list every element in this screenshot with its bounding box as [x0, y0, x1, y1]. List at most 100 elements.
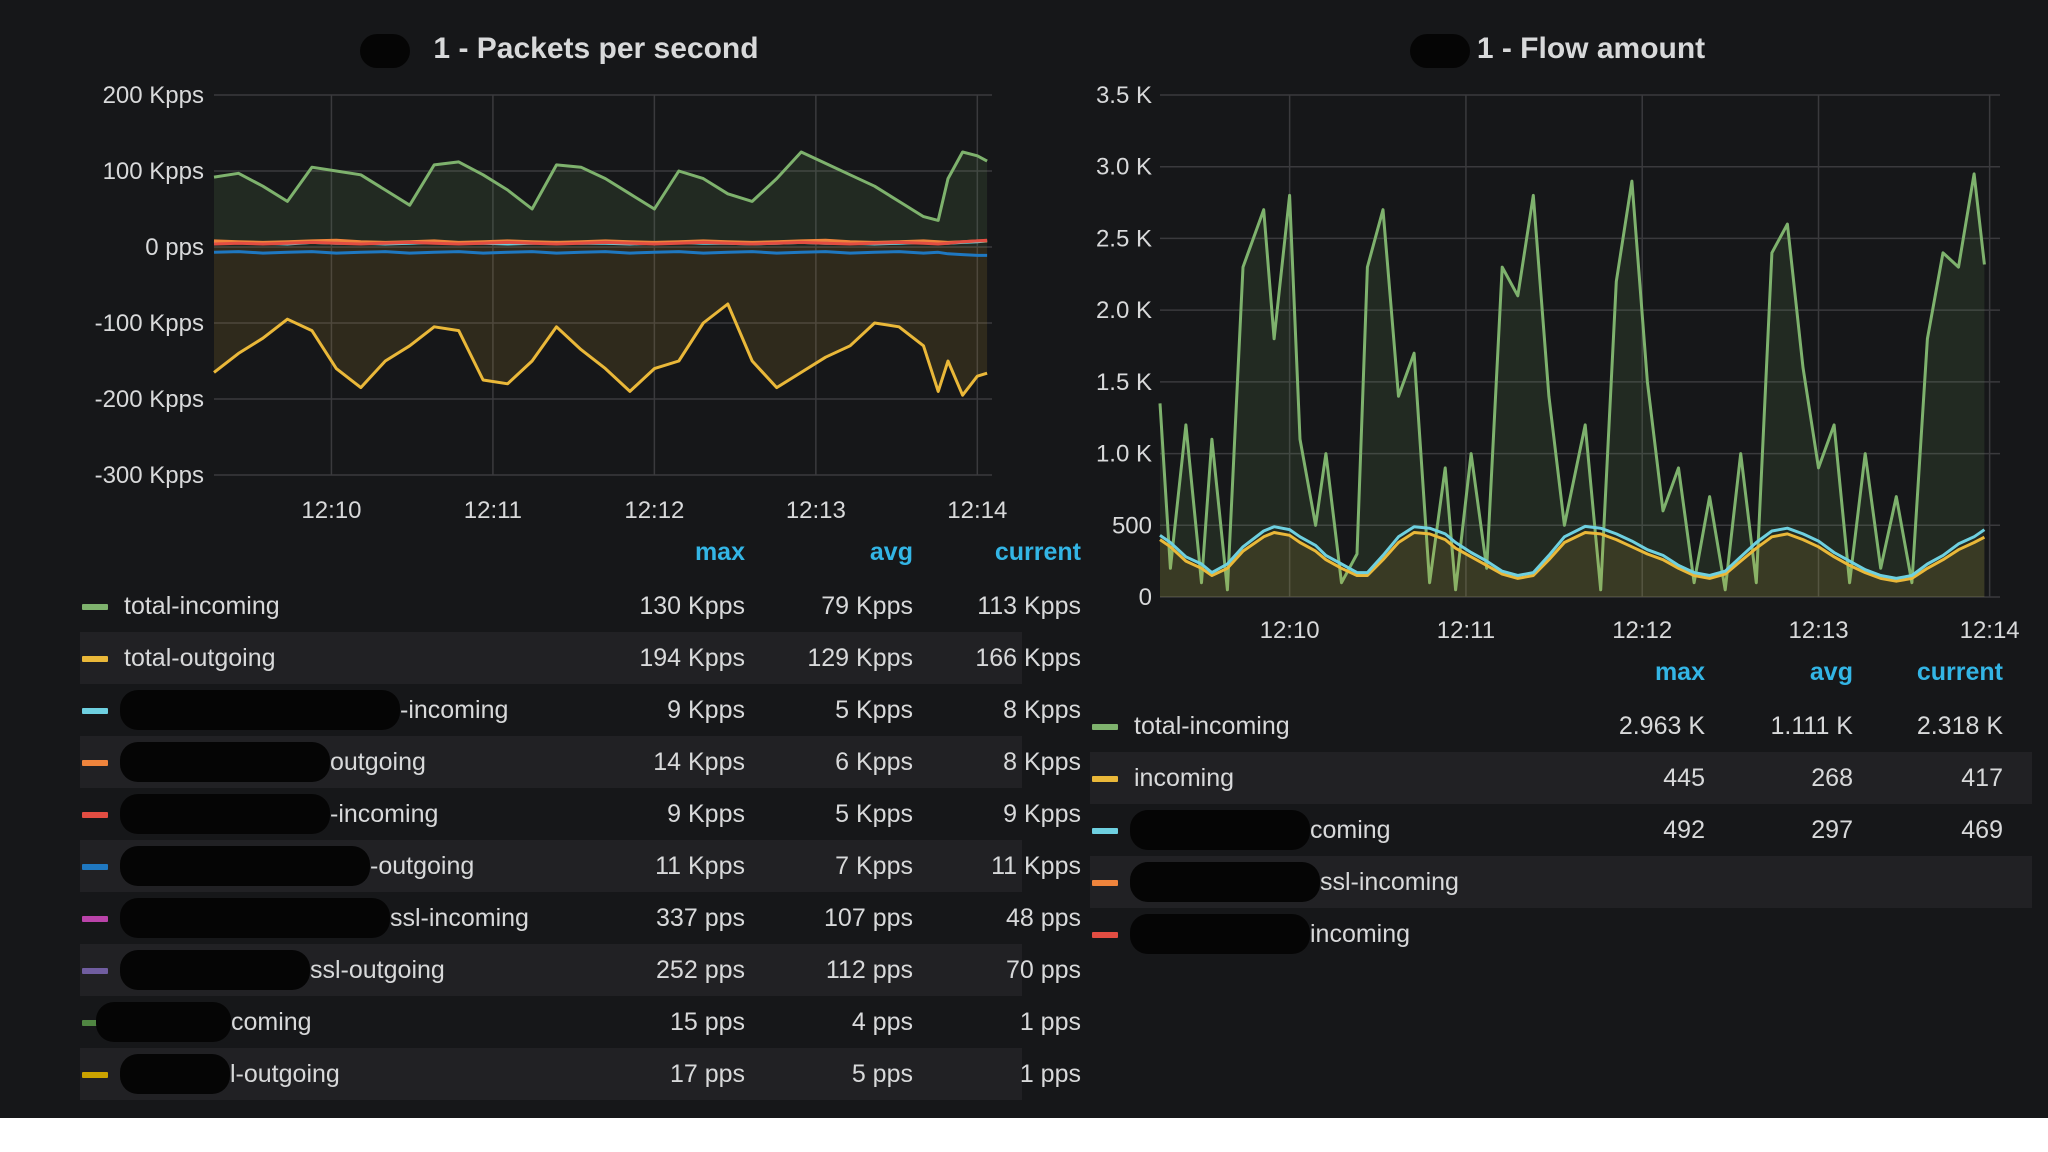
- legend-max-value: 445: [1663, 764, 1705, 792]
- header-current[interactable]: current: [1916, 658, 2003, 686]
- left-panel-title: 1 - Packets per second: [360, 32, 780, 68]
- y-tick-label: -300 Kpps: [95, 462, 204, 489]
- legend-swatch[interactable]: [82, 1020, 108, 1026]
- legend-row[interactable]: total-incoming 2.963 K 1.111 K 2.318 K: [1090, 700, 2032, 752]
- series-area-0: [214, 152, 988, 247]
- redacted-block: [120, 690, 400, 730]
- legend-avg-value: 297: [1811, 816, 1853, 844]
- legend-swatch[interactable]: [82, 1072, 108, 1078]
- right-panel-title: 1 - Flow amount: [1410, 32, 1710, 68]
- right-legend: max avg current total-incoming 2.963 K 1.1…: [1090, 648, 2032, 960]
- y-tick-label: 100 Kpps: [103, 158, 204, 185]
- header-max[interactable]: max: [694, 538, 745, 566]
- legend-row[interactable]: coming 15 pps 4 pps 1 pps: [80, 996, 1081, 1048]
- legend-swatch[interactable]: [82, 916, 108, 922]
- legend-series-name[interactable]: ssl-incoming: [1320, 868, 1459, 896]
- series-line-1[interactable]: [1159, 531, 1986, 583]
- legend-series-name[interactable]: total-incoming: [124, 592, 280, 620]
- legend-series-name[interactable]: total-incoming: [1134, 712, 1290, 740]
- legend-series-name[interactable]: -incoming: [400, 696, 509, 724]
- redacted-block: [120, 898, 390, 938]
- legend-current-value: 113 Kpps: [977, 592, 1081, 620]
- legend-row[interactable]: -incoming 9 Kpps 5 Kpps 9 Kpps: [80, 788, 1081, 840]
- redacted-block: [120, 742, 330, 782]
- legend-swatch[interactable]: [82, 760, 108, 766]
- legend-swatch[interactable]: [1092, 932, 1118, 938]
- legend-row[interactable]: ssl-outgoing 252 pps 112 pps 70 pps: [80, 944, 1081, 996]
- header-current[interactable]: current: [994, 538, 1081, 566]
- legend-swatch[interactable]: [1092, 828, 1118, 834]
- y-tick-label: 200 Kpps: [103, 82, 204, 109]
- legend-series-name[interactable]: -incoming: [330, 800, 439, 828]
- legend-row[interactable]: -outgoing 11 Kpps 7 Kpps 11 Kpps: [80, 840, 1081, 892]
- legend-max-value: 252 pps: [656, 956, 745, 984]
- y-tick-label: 500: [1112, 512, 1152, 539]
- x-tick-label: 12:12: [1612, 617, 1672, 644]
- redacted-block: [120, 846, 370, 886]
- legend-header: max avg current: [1090, 648, 2032, 700]
- legend-avg-value: 1.111 K: [1770, 712, 1853, 740]
- left-legend: max avg current total-incoming 130 Kpps 79…: [80, 528, 1081, 1100]
- series-line-0[interactable]: [213, 150, 988, 222]
- legend-swatch[interactable]: [82, 968, 108, 974]
- legend-series-name[interactable]: incoming: [1310, 920, 1411, 948]
- legend-current-value: 417: [1961, 764, 2003, 792]
- legend-series-name[interactable]: coming: [231, 1008, 312, 1036]
- legend-swatch[interactable]: [1092, 724, 1118, 730]
- legend-series-name[interactable]: ssl-incoming: [390, 904, 529, 932]
- legend-swatch[interactable]: [1092, 776, 1118, 782]
- legend-series-name[interactable]: ssl-outgoing: [310, 956, 445, 984]
- x-tick-label: 12:13: [1788, 617, 1848, 644]
- legend-max-value: 2.963 K: [1618, 712, 1705, 740]
- legend-avg-value: 129 Kpps: [807, 644, 913, 672]
- legend-current-value: 48 pps: [1005, 904, 1081, 932]
- redacted-block: [120, 1054, 230, 1094]
- legend-row[interactable]: total-incoming 130 Kpps 79 Kpps 113 Kpps: [80, 580, 1081, 632]
- header-max[interactable]: max: [1654, 658, 1705, 686]
- legend-series-name[interactable]: total-outgoing: [124, 644, 276, 672]
- legend-current-value: 166 Kpps: [975, 644, 1081, 672]
- legend-swatch[interactable]: [1092, 880, 1118, 886]
- y-tick-label: 2.5 K: [1096, 225, 1152, 252]
- series-line-0[interactable]: [1158, 172, 1986, 592]
- legend-avg-value: 5 pps: [851, 1060, 913, 1088]
- legend-swatch[interactable]: [82, 604, 108, 610]
- x-tick-label: 12:13: [786, 497, 846, 524]
- legend-swatch[interactable]: [82, 656, 108, 662]
- series-line-1[interactable]: [213, 302, 988, 397]
- series-line-5[interactable]: [213, 250, 988, 257]
- legend-max-value: 11 Kpps: [655, 852, 745, 880]
- legend-row[interactable]: incoming 445 268 417: [1090, 752, 2032, 804]
- series-line-2[interactable]: [1159, 524, 1986, 580]
- legend-series-name[interactable]: outgoing: [330, 748, 426, 776]
- legend-row[interactable]: ssl-incoming: [1090, 856, 2032, 908]
- legend-row[interactable]: -incoming 9 Kpps 5 Kpps 8 Kpps: [80, 684, 1081, 736]
- legend-series-name[interactable]: -outgoing: [370, 852, 475, 880]
- legend-max-value: 15 pps: [669, 1008, 745, 1036]
- series-area-1: [1160, 532, 1985, 597]
- y-tick-label: 0 pps: [145, 234, 204, 261]
- legend-series-name[interactable]: coming: [1310, 816, 1391, 844]
- legend-max-value: 9 Kpps: [667, 800, 745, 828]
- legend-series-name[interactable]: l-outgoing: [230, 1060, 340, 1088]
- header-avg[interactable]: avg: [869, 538, 913, 566]
- legend-series-name[interactable]: incoming: [1134, 764, 1235, 792]
- legend-row[interactable]: incoming: [1090, 908, 2032, 960]
- series-line-4[interactable]: [213, 238, 988, 246]
- legend-row[interactable]: coming 492 297 469: [1090, 804, 2032, 856]
- legend-swatch[interactable]: [82, 864, 108, 870]
- legend-current-value: 1 pps: [1019, 1060, 1081, 1088]
- series-area-0: [1160, 173, 1985, 597]
- redacted-block: [120, 794, 330, 834]
- legend-swatch[interactable]: [82, 812, 108, 818]
- legend-avg-value: 6 Kpps: [835, 748, 913, 776]
- legend-row[interactable]: l-outgoing 17 pps 5 pps 1 pps: [80, 1048, 1081, 1100]
- legend-current-value: 2.318 K: [1916, 712, 2003, 740]
- legend-row[interactable]: total-outgoing 194 Kpps 129 Kpps 166 Kpps: [80, 632, 1081, 684]
- legend-swatch[interactable]: [82, 708, 108, 714]
- legend-row[interactable]: outgoing 14 Kpps 6 Kpps 8 Kpps: [80, 736, 1081, 788]
- left-title-text: 1 - Packets per second: [433, 32, 759, 65]
- legend-avg-value: 7 Kpps: [835, 852, 913, 880]
- legend-row[interactable]: ssl-incoming 337 pps 107 pps 48 pps: [80, 892, 1081, 944]
- header-avg[interactable]: avg: [1809, 658, 1853, 686]
